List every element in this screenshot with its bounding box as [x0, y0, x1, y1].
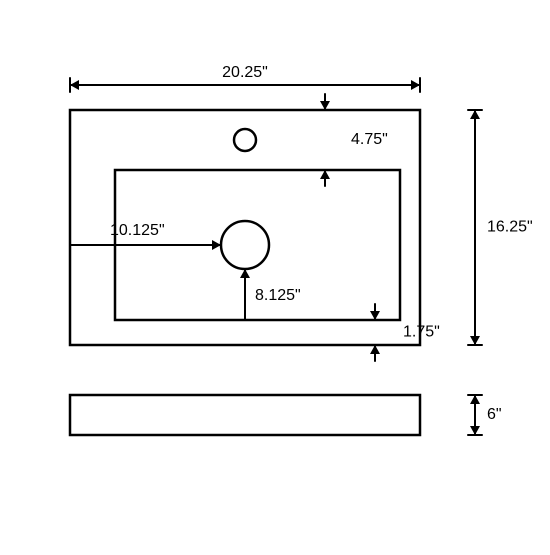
dim-bottom-rim: 1.75"	[403, 324, 440, 341]
sink-side-rect	[70, 395, 420, 435]
drain-hole	[221, 221, 269, 269]
sink-dimension-diagram: 20.25" 16.25" 4.75" 10.125" 8.125" 1.75" 6"	[0, 0, 550, 555]
dim-overall-height: 16.25"	[487, 219, 533, 236]
dim-drain-from-top: 8.125"	[255, 287, 301, 304]
faucet-hole	[234, 129, 256, 151]
dim-drain-from-left: 10.125"	[110, 222, 165, 239]
dim-overall-width: 20.25"	[222, 64, 268, 81]
dim-side-depth: 6"	[487, 406, 502, 423]
dim-faucet-from-top: 4.75"	[351, 131, 388, 148]
